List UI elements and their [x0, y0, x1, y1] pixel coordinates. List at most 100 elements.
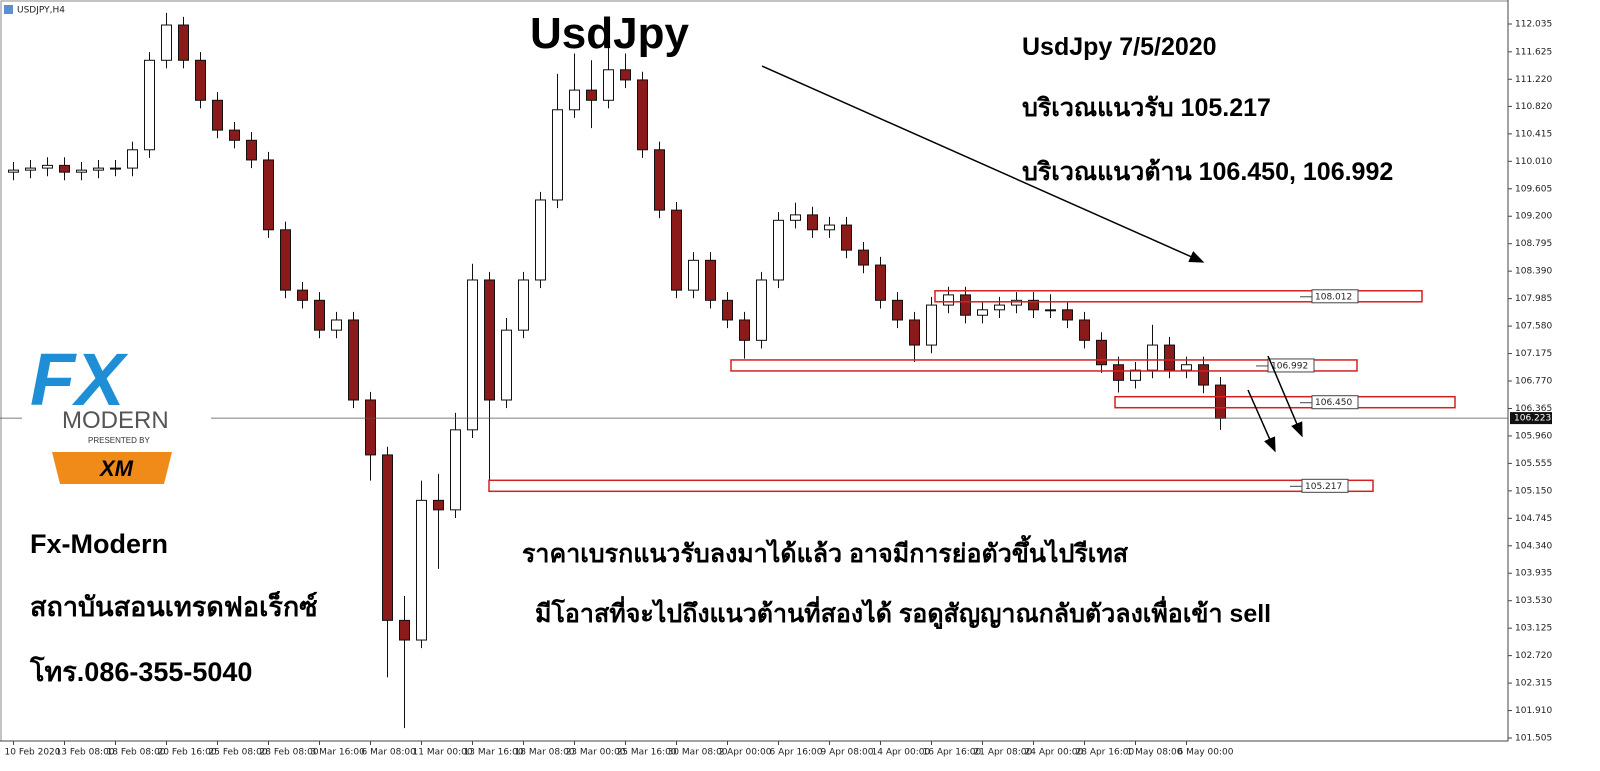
- candle-body: [280, 229, 291, 291]
- chart-title: UsdJpy: [530, 9, 689, 58]
- candle-body: [535, 199, 546, 281]
- x-tick-label: 13 Feb 08:00: [56, 748, 115, 758]
- y-tick-label: 110.010: [1515, 157, 1552, 167]
- symbol-icon: [4, 5, 13, 14]
- y-tick-label: 107.175: [1515, 349, 1552, 359]
- candle-body: [773, 219, 784, 281]
- x-tick-label: 9 Apr 08:00: [821, 748, 874, 758]
- level-label-box: [1267, 358, 1315, 373]
- candle-body: [433, 499, 444, 511]
- candle-body: [399, 619, 410, 641]
- y-tick-label: 112.035: [1515, 20, 1552, 30]
- comment: มีโอาสที่จะไปถึงแนวต้านที่สองได้ รอดูสัญ…: [535, 596, 1271, 630]
- candle-body: [977, 309, 988, 316]
- comment: ราคาเบรกแนวรับลงมาได้แล้ว อาจมีการย่อตัว…: [522, 534, 1129, 568]
- candle-body: [756, 279, 767, 341]
- candle-body: [467, 279, 478, 431]
- level-label: 106.992: [1271, 361, 1308, 371]
- x-tick-label: 6 Mar 08:00: [362, 748, 417, 758]
- x-tick-label: 16 Apr 16:00: [923, 748, 982, 758]
- candle-body: [637, 79, 648, 151]
- level-label-box: [1311, 395, 1359, 410]
- y-tick-label: 103.125: [1515, 624, 1552, 634]
- heading: UsdJpy 7/5/2020: [1022, 33, 1217, 61]
- candle-body: [501, 329, 512, 401]
- x-tick-label: 30 Mar 08:00: [668, 748, 728, 758]
- candle-body: [807, 214, 818, 231]
- candle-body: [263, 159, 274, 231]
- candle-body: [943, 294, 954, 306]
- x-tick-label: 25 Feb 08:00: [209, 748, 268, 758]
- arrow: [1267, 355, 1303, 438]
- level-label-box: [1311, 289, 1359, 304]
- candle-body: [1164, 344, 1175, 371]
- candle-body: [416, 499, 427, 641]
- x-tick-label: 18 Feb 08:00: [107, 748, 166, 758]
- y-tick-label: 107.985: [1515, 294, 1552, 304]
- y-tick-label: 102.315: [1515, 679, 1552, 689]
- candle-body: [365, 399, 376, 456]
- y-tick-label: 108.795: [1515, 239, 1552, 249]
- candle-body: [569, 89, 580, 111]
- candle-body: [671, 209, 682, 291]
- level-label-box: [1301, 478, 1349, 493]
- candle-body: [382, 454, 393, 621]
- current-price-box: [1510, 412, 1552, 425]
- logo-badge: [52, 452, 172, 484]
- candle-body: [246, 139, 257, 161]
- candle-body: [858, 249, 869, 266]
- current-price-label: 106.223: [1514, 414, 1551, 424]
- candle-body: [722, 299, 733, 321]
- logo-mark: FX: [30, 338, 129, 421]
- plot: 112.035 111.625 111.220 110.820 110.415 110.0…: [0, 0, 1552, 758]
- candle-body: [654, 149, 665, 211]
- candle-body: [841, 224, 852, 251]
- y-tick-label: 111.625: [1515, 47, 1552, 57]
- candle-body: [1147, 344, 1158, 371]
- candle-body: [1011, 299, 1022, 306]
- candle-body: [76, 169, 87, 173]
- candle-body: [484, 279, 495, 401]
- candle-body: [1045, 309, 1056, 312]
- candle-body: [892, 299, 903, 321]
- y-tick-label: 103.935: [1515, 569, 1552, 579]
- candle-body: [127, 149, 138, 169]
- x-tick-label: 2 Apr 00:00: [719, 748, 772, 758]
- trend-arrow: [761, 65, 1205, 263]
- candle-body: [875, 264, 886, 301]
- candle-body: [42, 164, 53, 169]
- x-tick-label: 23 Mar 00:00: [566, 748, 626, 758]
- x-tick-label: 24 Apr 00:00: [1025, 748, 1084, 758]
- candle-body: [1181, 364, 1192, 371]
- candle-body: [926, 304, 937, 346]
- y-tick-label: 111.220: [1515, 75, 1552, 85]
- school: สถาบันสอนเทรดฟอเร็กซ์: [30, 589, 318, 622]
- candle-body: [1079, 319, 1090, 341]
- resistance-note: บริเวณแนวต้าน 106.450, 106.992: [1022, 158, 1393, 186]
- x-tick-label: 6 May 00:00: [1178, 748, 1234, 758]
- candle-body: [1198, 364, 1209, 386]
- x-tick-label: 28 Feb 08:00: [260, 748, 319, 758]
- symbol-label: USDJPY,H4: [17, 6, 65, 16]
- x-tick-label: 13 Mar 16:00: [464, 748, 524, 758]
- x-tick-label: 21 Apr 08:00: [974, 748, 1033, 758]
- candle-body: [25, 167, 36, 171]
- level-zone: [730, 359, 1358, 372]
- y-tick-label: 110.820: [1515, 102, 1552, 112]
- candle-body: [8, 169, 19, 173]
- candle-body: [824, 224, 835, 231]
- candle-body: [212, 99, 223, 131]
- candle-body: [1028, 299, 1039, 311]
- candle-body: [960, 294, 971, 316]
- level-label: 108.012: [1315, 292, 1352, 302]
- y-tick-label: 106.770: [1515, 377, 1552, 387]
- candle-body: [620, 69, 631, 81]
- candle-body: [688, 259, 699, 291]
- y-tick-label: 104.745: [1515, 514, 1552, 524]
- brand: Fx-Modern: [30, 529, 168, 559]
- candle-body: [586, 89, 597, 101]
- candle-body: [331, 319, 342, 331]
- level-label: 105.217: [1305, 482, 1342, 492]
- phone: โทร.086-355-5040: [29, 655, 252, 687]
